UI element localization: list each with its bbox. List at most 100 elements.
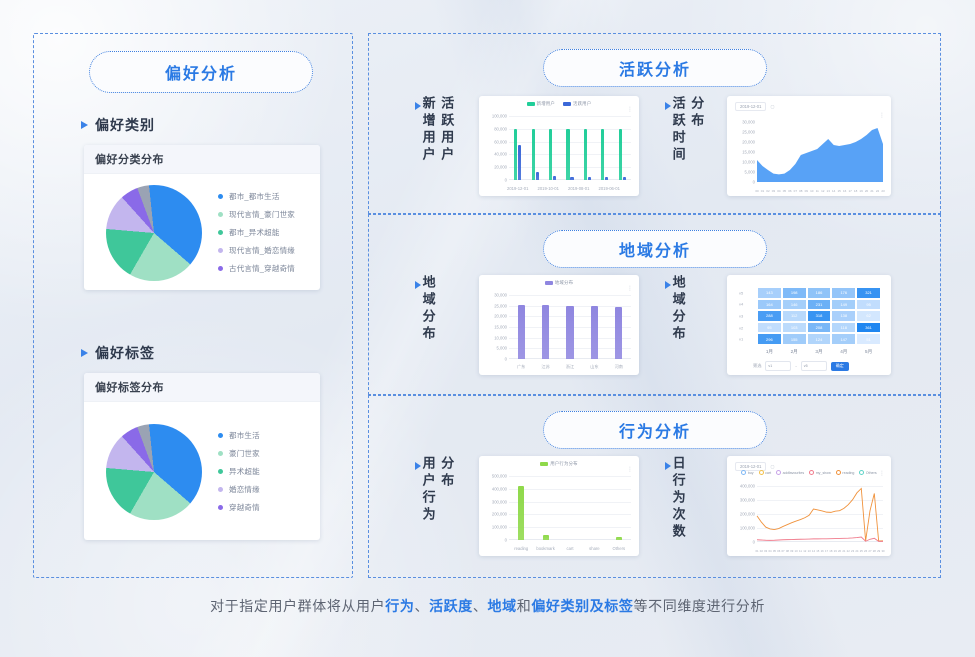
legend-label: 都市_都市生活 (229, 192, 280, 201)
bar (570, 177, 574, 180)
bar (531, 128, 535, 180)
bullet-label: 偏好标签 (95, 345, 155, 361)
x-axis-tick: 02 (759, 549, 763, 553)
legend-item[interactable]: buy (741, 470, 754, 475)
filter-select-from[interactable]: v1 (765, 361, 792, 371)
caption-part: 和 (516, 598, 532, 614)
gridline (509, 141, 631, 143)
legend-item[interactable]: my_show (809, 470, 831, 475)
date-picker[interactable]: 2019-12-01 (735, 462, 767, 471)
x-axis-tick: 08 (799, 189, 803, 193)
y-axis-tick: 40,000 (494, 151, 507, 157)
x-axis-tick: 06 (788, 189, 792, 193)
chart-menu-icon[interactable]: ⋮ (627, 286, 633, 292)
gridline (509, 154, 631, 156)
y-axis-tick: 100,000 (491, 113, 507, 119)
bar (605, 177, 609, 180)
legend-color-dot (218, 266, 223, 271)
heatmap-row-label: v4 (739, 301, 744, 307)
x-axis-tick: 22 (875, 189, 880, 193)
area-series (757, 128, 883, 182)
legend-item: 地域分布 (544, 280, 573, 286)
calendar-icon[interactable]: ▢ (770, 464, 775, 469)
bullet-label: 偏好类别 (95, 117, 155, 133)
y-axis-tick: 400,000 (739, 483, 755, 489)
legend-color-dot (218, 487, 223, 492)
x-axis-tick: 07 (793, 189, 798, 193)
legend-item[interactable]: Others (859, 470, 877, 475)
legend-label: 古代言情_穿越奇情 (229, 264, 295, 273)
bar (622, 177, 626, 180)
legend-color-swatch (563, 102, 571, 106)
x-axis-line (509, 179, 631, 180)
x-axis-tick: 26 (864, 549, 868, 553)
heatmap-cell: 51 (856, 333, 881, 345)
x-axis-tick: 23 (881, 189, 885, 193)
bar (518, 144, 522, 180)
bar (583, 129, 588, 180)
gridline (509, 488, 631, 490)
heatmap-cell: 288 (757, 310, 782, 322)
legend-label: my_show (815, 470, 831, 475)
heatmap-controls: 筛选 v1- v5 确定 (753, 361, 849, 371)
vertical-label: 活跃用户 (439, 96, 455, 164)
heatmap-cell: 138 (831, 310, 857, 322)
calendar-icon[interactable]: ▢ (770, 104, 775, 109)
x-axis-tick: 14 (811, 549, 816, 553)
bar (590, 305, 599, 359)
chart-menu-icon[interactable]: ⋮ (627, 107, 633, 113)
legend-item: 用户行为分布 (540, 461, 578, 467)
y-axis-tick: 20,000 (742, 139, 755, 145)
pie-chart-area: 都市生活 豪门世家 异术超能 婚恋情缘 穿越奇情 (84, 402, 320, 540)
legend-item[interactable]: reading (835, 470, 854, 475)
x-axis-tick: 04 (777, 189, 781, 193)
plot-area: 400,000 300,000 200,000 100,000 0 01 02 03 04 05 0… (740, 484, 885, 554)
x-axis-line (757, 541, 883, 542)
x-axis-tick: 广东 (516, 364, 526, 369)
gridline (509, 167, 631, 169)
x-axis-tick: 22 (846, 549, 850, 553)
x-axis-tick: 13 (807, 549, 811, 553)
date-picker[interactable]: 2019-12-01 (735, 102, 767, 111)
legend-color-swatch (540, 462, 549, 466)
heatmap-cell: 296 (757, 333, 782, 345)
vertical-label: 分布 (689, 96, 705, 130)
legend-item[interactable]: cart (758, 470, 771, 475)
legend-color-dot (218, 469, 223, 474)
card-title: 偏好标签分布 (84, 373, 320, 402)
behavior-item-distribution: 用户行为 分布 (415, 456, 454, 524)
filter-select-to[interactable]: v5 (800, 361, 827, 371)
heatmap-col-label: 2月 (790, 349, 798, 354)
x-axis-tick: 浙江 (565, 364, 575, 369)
legend-color-dot (218, 248, 223, 253)
heatmap-row-label: v1 (739, 336, 744, 342)
active-analysis-panel: 活跃分析 新增用户 活跃用户 新增用户 活跃用户 ⋮ 100,000 80,000 60,… (368, 33, 941, 214)
y-axis-tick: 10,000 (494, 335, 507, 341)
gridline (509, 116, 631, 117)
legend-item: 新增用户 (526, 101, 555, 107)
legend-item[interactable]: addfavourites (776, 470, 804, 475)
x-axis-tick: 11 (798, 549, 802, 553)
legend-color-dot (758, 470, 764, 475)
plot-area: 100,000 80,000 60,000 40,000 20,000 0 2019-12-… (492, 114, 631, 191)
vertical-label: 用户行为 (420, 456, 436, 524)
caption-highlight: 行为 (385, 598, 415, 614)
x-axis-tick: 12 (821, 189, 825, 193)
active-time-distribution-chart: 2019-12-01 ▢ ⋮ 30,000 25,000 20,000 15,000 10,0… (727, 96, 891, 196)
y-axis-tick: 500,000 (491, 473, 507, 479)
x-axis-tick: cart (566, 546, 574, 551)
confirm-button[interactable]: 确定 (830, 361, 849, 371)
triangle-bullet-icon (665, 462, 671, 470)
chart-menu-icon[interactable]: ⋮ (627, 467, 633, 473)
triangle-bullet-icon (665, 102, 671, 110)
heatmap-col-label: 4月 (840, 349, 848, 354)
legend-color-dot (218, 194, 223, 199)
bar (518, 486, 525, 540)
y-axis-tick: 200,000 (491, 511, 507, 517)
heatmap-cell: 149 (831, 298, 857, 311)
legend-label: buy (747, 470, 754, 475)
caption-part: 、 (472, 598, 488, 614)
heatmap-col-label: 1月 (765, 349, 773, 354)
triangle-bullet-icon (415, 281, 421, 289)
x-axis-tick: 09 (804, 189, 808, 193)
